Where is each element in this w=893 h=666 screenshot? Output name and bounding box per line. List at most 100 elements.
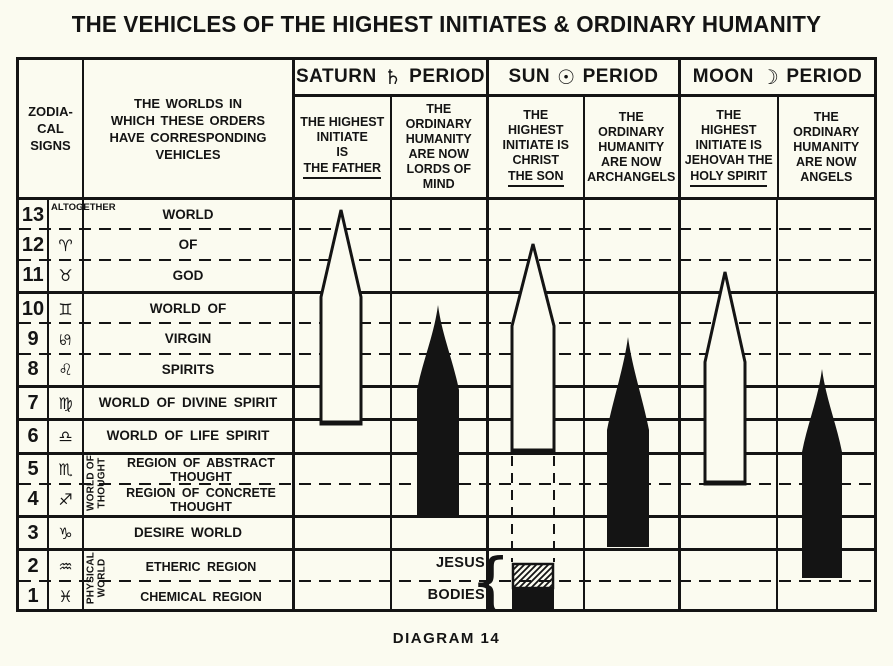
sun-humanity-cell (585, 324, 681, 355)
sun-humanity-cell (585, 454, 681, 485)
moon-period-word: PERIOD (786, 66, 863, 87)
zodiac-pisces-icon: ♓ (49, 581, 84, 613)
world-label: WORLD OF LIFE SPIRIT (84, 421, 295, 452)
moon-humanity-cell (778, 582, 874, 612)
moon-humanity-cell (778, 324, 874, 354)
sun-initiate-cell (489, 200, 585, 231)
saturn-subheaders: THE HIGHEST INITIATE IS THE FATHER THE O… (295, 97, 486, 197)
sun-humanity-cell (585, 484, 681, 516)
zodiac-gemini-icon: ♊ (49, 293, 84, 325)
row-number: 9 (19, 324, 49, 355)
saturn-period-word: PERIOD (409, 66, 486, 87)
sun-initiate-header: THE HIGHEST INITIATE IS CHRIST THE SON (489, 97, 585, 197)
sun-humanity-cell (585, 551, 681, 582)
moon-humanity-cell (778, 388, 874, 418)
moon-humanity-cell (778, 421, 874, 451)
saturn-humanity-cell (392, 324, 489, 355)
zodiac-aquarius-icon: ♒ (49, 551, 84, 582)
table-row: 2 ♒ ETHERIC REGION (19, 551, 874, 583)
saturn-humanity-cell (392, 200, 489, 231)
saturn-period-name: SATURN (295, 66, 377, 87)
saturn-period-group: SATURN ♄ PERIOD THE HIGHEST INITIATE IS … (295, 60, 489, 197)
saturn-humanity-cell (392, 387, 489, 419)
moon-initiate-cell (681, 324, 778, 355)
moon-humanity-header: THE ORDINARY HUMANITY ARE NOW ANGELS (779, 97, 875, 197)
zodiac-taurus-icon: ♉ (49, 260, 84, 291)
sun-initiate-emphasis: THE SON (507, 169, 564, 187)
header-worlds: THE WORLDS IN WHICH THESE ORDERS HAVE CO… (84, 60, 295, 197)
row-number: 12 (19, 230, 49, 261)
row-number: 11 (19, 260, 49, 291)
saturn-initiate-cell (295, 551, 392, 582)
moon-humanity-cell (778, 261, 874, 291)
moon-initiate-cell (681, 230, 778, 261)
sun-initiate-cell (489, 581, 585, 613)
sun-initiate-cell (489, 421, 585, 452)
sun-initiate-text: THE HIGHEST INITIATE IS CHRIST (502, 107, 569, 167)
jesus-label: JESUS (435, 554, 485, 571)
moon-humanity-cell (778, 230, 874, 260)
saturn-humanity-cell (392, 354, 489, 385)
world-label: WORLD OF DIVINE SPIRIT (84, 387, 295, 419)
saturn-humanity-cell (392, 518, 489, 549)
world-label: WORLD OF (84, 293, 295, 325)
vehicles-table: ZODIA- CAL SIGNS THE WORLDS IN WHICH THE… (16, 57, 877, 613)
saturn-period-title: SATURN ♄ PERIOD (295, 60, 486, 97)
moon-initiate-cell (681, 260, 778, 291)
zodiac-aries-icon: ♈ (49, 230, 84, 261)
world-of-thought-side-label: WORLD OF THOUGHT (85, 454, 107, 512)
moon-initiate-emphasis: HOLY SPIRIT (690, 169, 768, 187)
row-number: 1 (19, 581, 49, 613)
header-zodiacal-signs: ZODIA- CAL SIGNS (19, 60, 84, 197)
row-number: 3 (19, 518, 49, 549)
table-row: 6 ♎ WORLD OF LIFE SPIRIT (19, 421, 874, 455)
sun-initiate-cell (489, 293, 585, 325)
row-number: 8 (19, 354, 49, 385)
saturn-initiate-cell (295, 421, 392, 452)
sun-humanity-cell (585, 200, 681, 231)
sun-humanity-cell (585, 354, 681, 385)
table-header: ZODIA- CAL SIGNS THE WORLDS IN WHICH THE… (19, 60, 874, 200)
sun-period-group: SUN ☉ PERIOD THE HIGHEST INITIATE IS CHR… (489, 60, 681, 197)
page-title: THE VEHICLES OF THE HIGHEST INITIATES & … (71, 11, 822, 37)
sun-humanity-cell (585, 293, 681, 325)
sun-initiate-cell (489, 260, 585, 291)
moon-initiate-cell (681, 387, 778, 419)
world-label: GOD (84, 260, 295, 291)
moon-initiate-header: THE HIGHEST INITIATE IS JEHOVAH THE HOLY… (681, 97, 779, 197)
moon-humanity-cell (778, 551, 874, 581)
moon-subheaders: THE HIGHEST INITIATE IS JEHOVAH THE HOLY… (681, 97, 874, 197)
moon-humanity-cell (778, 294, 874, 324)
row-number: 5 (19, 454, 49, 485)
world-label: CHEMICAL REGION (84, 581, 295, 613)
row-number: 6 (19, 421, 49, 452)
world-label: DESIRE WORLD (84, 518, 295, 549)
saturn-initiate-cell (295, 518, 392, 549)
sun-humanity-header: THE ORDINARY HUMANITY ARE NOW ARCHANGELS (585, 97, 679, 197)
world-label: SPIRITS (84, 354, 295, 385)
world-label: OF (84, 230, 295, 261)
table-row: 3 ♑ DESIRE WORLD (19, 518, 874, 552)
saturn-humanity-cell (392, 260, 489, 291)
saturn-initiate-text: THE HIGHEST INITIATE IS (300, 115, 385, 159)
saturn-initiate-cell (295, 354, 392, 385)
diagram-caption: DIAGRAM 14 (392, 630, 501, 647)
saturn-humanity-header: THE ORDINARY HUMANITY ARE NOW LORDS OF M… (392, 97, 487, 197)
zodiac-scorpio-icon: ♏ (49, 454, 84, 485)
saturn-initiate-cell (295, 260, 392, 291)
world-label: ETHERIC REGION (84, 551, 295, 582)
sun-initiate-cell (489, 484, 585, 516)
table-row: 4 ♐ REGION OF CONCRETE THOUGHT (19, 484, 874, 519)
bodies-label: BODIES (427, 586, 485, 603)
saturn-initiate-cell (295, 454, 392, 485)
saturn-humanity-cell (392, 421, 489, 452)
row-number: 4 (19, 484, 49, 516)
saturn-initiate-cell (295, 581, 392, 613)
saturn-symbol-icon: ♄ (383, 65, 403, 89)
moon-humanity-text: THE ORDINARY HUMANITY ARE NOW ANGELS (793, 109, 860, 184)
saturn-humanity-text: THE ORDINARY HUMANITY ARE NOW LORDS OF M… (405, 102, 472, 191)
saturn-humanity-cell (392, 484, 489, 516)
sun-initiate-cell (489, 230, 585, 261)
sun-humanity-cell (585, 260, 681, 291)
